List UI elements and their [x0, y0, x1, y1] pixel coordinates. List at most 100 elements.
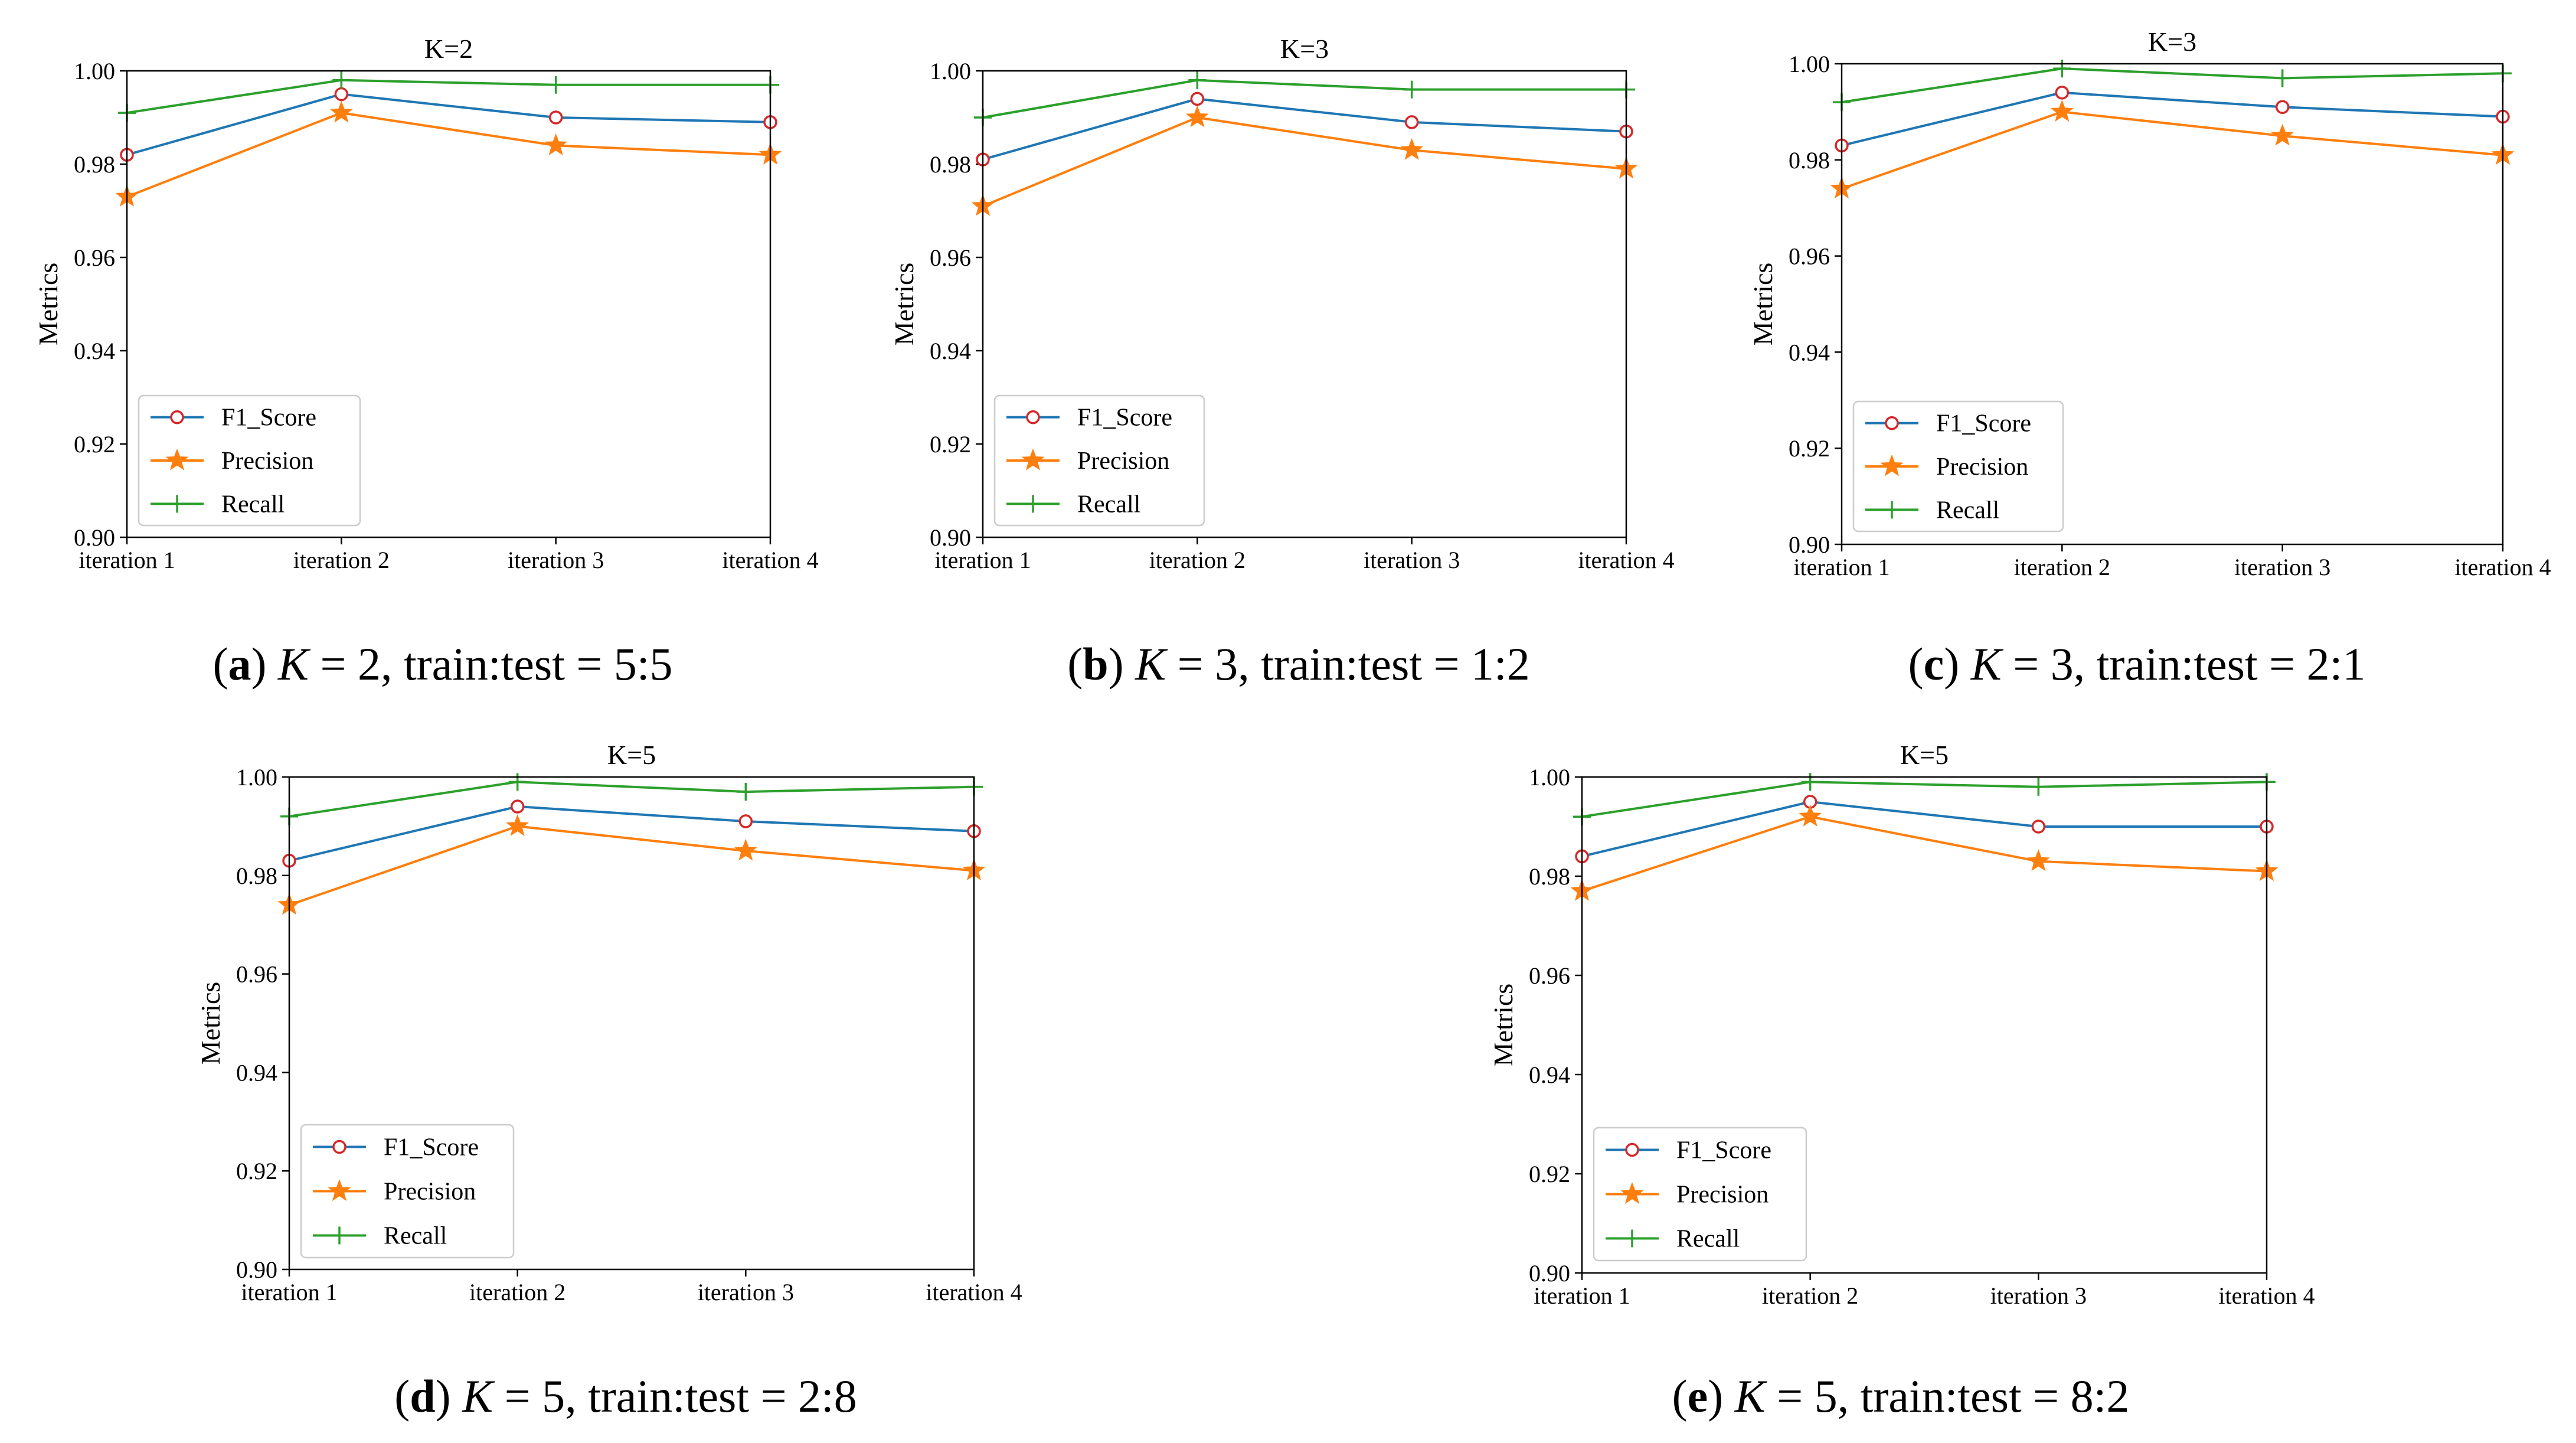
chart-e-svg: K=5 0.90 0.92 0.94 0.96 0.98 1.00 iteration 1 it… [1488, 740, 2315, 1309]
y-tick-label: 1.00 [74, 58, 115, 84]
y-tick-label: 0.94 [1789, 339, 1830, 365]
chart-panel-b: K=3 0.90 0.92 0.94 0.96 0.98 1.00 iteration 1 it… [856, 0, 1706, 614]
x-tick-label: iteration 2 [1762, 1282, 1858, 1309]
x-tick-label: iteration 4 [1578, 547, 1674, 573]
chart-title: K=5 [1900, 740, 1949, 770]
legend-marker-recall [1883, 501, 1901, 519]
point-precision [506, 814, 529, 836]
point-precision [1400, 138, 1424, 160]
legend-label-f1: F1_Score [221, 404, 316, 432]
chart-title: K=5 [607, 740, 656, 770]
y-axis-label: Metrics [889, 263, 919, 346]
x-tick-label: iteration 1 [1793, 554, 1889, 580]
caption-d: (d) K = 5, train:test = 2:8 [394, 1370, 857, 1422]
x-tick-label: iteration 2 [293, 547, 390, 573]
x-tick-label: iteration 1 [934, 547, 1031, 573]
legend-label-f1: F1_Score [1676, 1137, 1771, 1164]
legend-marker-f1 [170, 410, 184, 425]
point-precision [2050, 99, 2074, 122]
caption-c: (c) K = 3, train:test = 2:1 [1908, 638, 2366, 690]
x-tick-label: iteration 1 [1534, 1282, 1630, 1309]
plot-frame [126, 70, 772, 538]
series-line-precision [1841, 110, 2503, 190]
y-tick-label: 0.96 [930, 244, 971, 271]
point-precision [1799, 804, 1822, 827]
legend-marker-precision [165, 448, 189, 471]
x-tick-label: iteration 3 [1990, 1282, 2087, 1309]
legend-marker-f1 [332, 1140, 346, 1154]
point-f1 [334, 87, 349, 102]
point-recall [2273, 69, 2291, 87]
y-tick-label: 0.94 [1529, 1062, 1570, 1088]
legend-box [300, 1124, 515, 1259]
chart-panel-e: K=5 0.90 0.92 0.94 0.96 0.98 1.00 iteration 1 it… [1452, 709, 2349, 1334]
point-f1 [510, 799, 525, 814]
point-precision [2026, 849, 2050, 871]
point-f1 [2031, 820, 2046, 834]
legend-label-recall: Recall [384, 1223, 447, 1250]
y-tick-label: 0.90 [74, 524, 115, 551]
legend-label-recall: Recall [1077, 491, 1140, 518]
chart-panel-c: K=3 0.90 0.92 0.94 0.96 0.98 1.00 iteration 1 it… [1709, 0, 2559, 614]
point-recall [2029, 778, 2048, 796]
x-tick-label: iteration 3 [1364, 547, 1460, 573]
point-precision [329, 100, 353, 123]
series-line-f1 [1841, 91, 2503, 147]
point-f1 [2055, 86, 2070, 100]
series-line-recall [1581, 781, 2267, 818]
legend-label-f1: F1_Score [1077, 404, 1172, 432]
y-tick-label: 1.00 [236, 764, 277, 791]
x-tick-label: iteration 4 [722, 547, 818, 573]
caption-a: (a) K = 2, train:test = 5:5 [213, 638, 673, 690]
y-tick-label: 0.92 [236, 1158, 277, 1184]
legend-label-recall: Recall [221, 491, 285, 518]
legend-label-precision: Precision [1936, 453, 2028, 481]
y-tick-label: 1.00 [930, 58, 971, 84]
y-tick-label: 0.96 [1529, 962, 1570, 989]
series-line-recall [289, 781, 975, 818]
y-tick-label: 0.96 [74, 244, 115, 271]
y-tick-label: 0.98 [1789, 147, 1830, 174]
caption-b: (b) K = 3, train:test = 1:2 [1067, 638, 1530, 690]
y-tick-label: 0.92 [930, 431, 971, 458]
plot-frame [1581, 776, 2268, 1274]
y-tick-label: 1.00 [1529, 764, 1570, 791]
legend-label-precision: Precision [384, 1178, 476, 1206]
point-f1 [2275, 100, 2290, 115]
y-tick-label: 0.90 [930, 524, 971, 551]
point-recall [1801, 773, 1819, 791]
x-tick-label: iteration 1 [79, 547, 175, 573]
legend-marker-recall [1623, 1229, 1641, 1248]
series-line-recall [126, 79, 770, 115]
legend-box [1852, 400, 2064, 533]
y-tick-label: 1.00 [1789, 51, 1830, 77]
series-line-f1 [1581, 800, 2267, 858]
y-tick-label: 0.92 [1789, 435, 1830, 462]
x-tick-label: iteration 2 [1149, 547, 1245, 573]
legend-marker-precision [328, 1179, 351, 1202]
x-tick-label: iteration 4 [926, 1279, 1022, 1305]
point-f1 [548, 110, 563, 125]
y-tick-label: 0.90 [236, 1256, 277, 1283]
y-tick-label: 0.94 [236, 1059, 277, 1086]
y-tick-label: 0.96 [1789, 243, 1830, 270]
y-tick-label: 0.98 [1529, 863, 1570, 890]
y-axis-label: Metrics [195, 982, 225, 1065]
x-tick-label: iteration 2 [2014, 554, 2110, 580]
y-axis-label: Metrics [33, 263, 63, 346]
series-line-precision [1581, 815, 2267, 893]
x-tick-label: iteration 3 [2234, 554, 2330, 580]
point-recall [2053, 60, 2071, 78]
chart-panel-d: K=5 0.90 0.92 0.94 0.96 0.98 1.00 iteration 1 it… [159, 709, 1057, 1334]
plot-frame [982, 70, 1627, 538]
series-line-f1 [126, 93, 771, 156]
point-precision [2271, 123, 2294, 146]
point-precision [544, 133, 568, 155]
legend-marker-recall [168, 495, 186, 513]
legend-marker-recall [1024, 495, 1042, 513]
x-tick-label: iteration 3 [698, 1279, 794, 1305]
legend-marker-precision [1880, 454, 1904, 476]
legend-marker-f1 [1026, 410, 1040, 425]
y-tick-label: 0.94 [930, 338, 971, 364]
legend-label-f1: F1_Score [384, 1134, 479, 1161]
